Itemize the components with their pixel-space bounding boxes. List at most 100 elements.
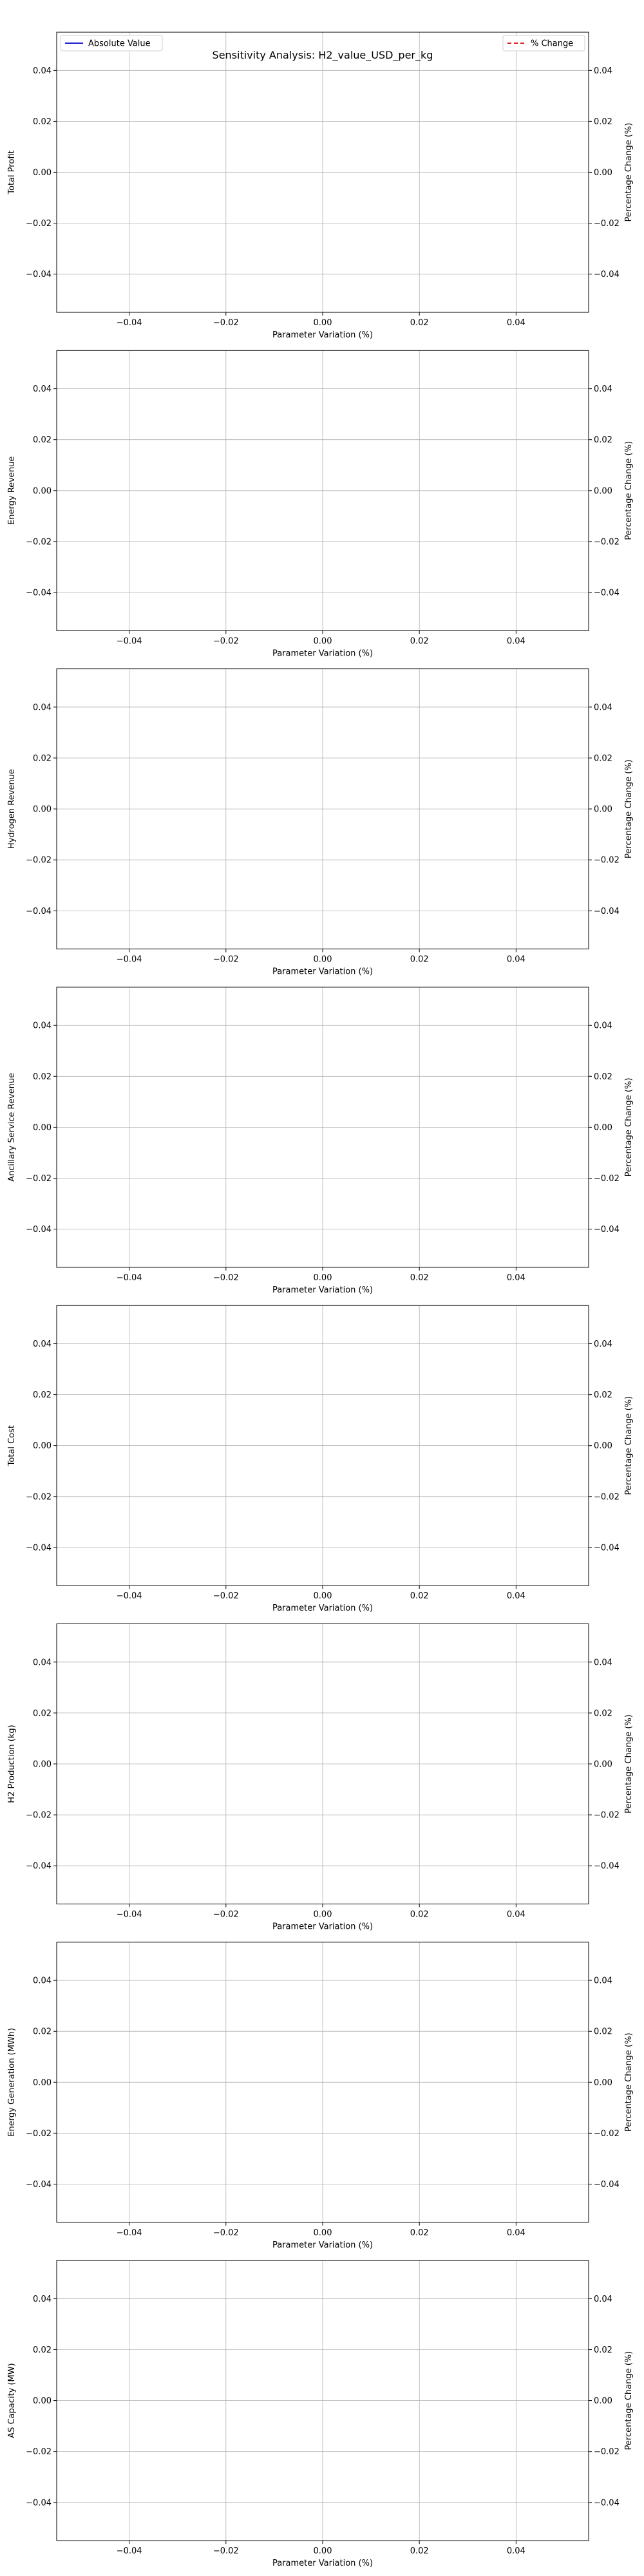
y-tick-label-left: 0.00 bbox=[33, 486, 52, 496]
x-tick-label: 0.02 bbox=[410, 1591, 429, 1601]
x-axis-label: Parameter Variation (%) bbox=[272, 330, 373, 340]
legend-box bbox=[60, 35, 163, 52]
x-tick-label: 0.04 bbox=[507, 955, 526, 965]
y-tick-label-right: −0.02 bbox=[594, 2447, 620, 2457]
x-tick-label: −0.02 bbox=[213, 1591, 239, 1601]
x-tick-label: 0.00 bbox=[314, 318, 332, 328]
x-tick-label: 0.04 bbox=[507, 318, 526, 328]
y-axis-label: Energy Revenue bbox=[7, 457, 17, 525]
y-tick-label-right: −0.04 bbox=[594, 270, 620, 279]
y-tick-label-left: 0.02 bbox=[33, 117, 52, 127]
y-tick-label-left: 0.04 bbox=[33, 1021, 52, 1031]
y-tick-label-right: −0.02 bbox=[594, 1174, 620, 1184]
legend-label-percent: % Change bbox=[531, 39, 573, 49]
x-tick-label: −0.02 bbox=[213, 955, 239, 965]
y-tick-label-left: −0.04 bbox=[26, 270, 52, 279]
y-axis-label: Energy Generation (MWh) bbox=[7, 2028, 17, 2137]
y-tick-label-right: −0.04 bbox=[594, 1862, 620, 1871]
x-tick-label: 0.02 bbox=[410, 636, 429, 646]
subplot-7: −0.04 −0.02 0.00 0.02 0.04 0.04 0.04 0.02 0.02 0.… bbox=[7, 1942, 634, 2250]
x-tick-label: 0.02 bbox=[410, 1910, 429, 1920]
y-axis-label-right: Percentage Change (%) bbox=[624, 759, 634, 858]
y-tick-label-left: 0.02 bbox=[33, 2027, 52, 2037]
y-tick-label-right: 0.00 bbox=[594, 2396, 612, 2406]
y-tick-label-left: 0.02 bbox=[33, 754, 52, 764]
y-tick-label-left: 0.00 bbox=[33, 1123, 52, 1133]
x-tick-label: 0.00 bbox=[314, 2228, 332, 2238]
x-tick-label: 0.04 bbox=[507, 1591, 526, 1601]
y-axis-label: Total Cost bbox=[7, 1425, 17, 1466]
y-tick-label-right: 0.02 bbox=[594, 754, 612, 764]
x-tick-label: 0.04 bbox=[507, 2546, 526, 2556]
y-tick-label-right: 0.04 bbox=[594, 384, 612, 394]
y-tick-label-left: −0.04 bbox=[26, 1862, 52, 1871]
y-tick-label-left: 0.02 bbox=[33, 1072, 52, 1082]
x-tick-label: 0.00 bbox=[314, 636, 332, 646]
y-tick-label-right: 0.04 bbox=[594, 1340, 612, 1349]
subplot-4: −0.04 −0.02 0.00 0.02 0.04 0.04 0.04 0.02 0.02 0.… bbox=[7, 987, 634, 1295]
x-axis-label: Parameter Variation (%) bbox=[272, 2240, 373, 2250]
x-tick-label: 0.04 bbox=[507, 2228, 526, 2238]
y-axis-label: AS Capacity (MW) bbox=[7, 2363, 17, 2438]
y-tick-label-right: 0.00 bbox=[594, 805, 612, 815]
y-axis-label-right: Percentage Change (%) bbox=[624, 441, 634, 540]
x-tick-label: −0.02 bbox=[213, 2546, 239, 2556]
x-tick-label: −0.04 bbox=[117, 1910, 142, 1920]
y-tick-label-right: −0.04 bbox=[594, 907, 620, 916]
x-tick-label: −0.04 bbox=[117, 1273, 142, 1283]
y-tick-label-left: 0.04 bbox=[33, 2295, 52, 2304]
y-tick-label-left: −0.02 bbox=[26, 1174, 52, 1184]
x-tick-label: 0.00 bbox=[314, 1273, 332, 1283]
y-tick-label-right: 0.04 bbox=[594, 2295, 612, 2304]
y-tick-label-right: −0.04 bbox=[594, 1543, 620, 1553]
x-axis-label: Parameter Variation (%) bbox=[272, 967, 373, 977]
y-tick-label-right: −0.02 bbox=[594, 1492, 620, 1502]
y-axis-label-right: Percentage Change (%) bbox=[624, 2351, 634, 2450]
legend-absolute: Absolute Value bbox=[60, 35, 163, 52]
x-tick-label: −0.04 bbox=[117, 636, 142, 646]
x-tick-label: 0.04 bbox=[507, 636, 526, 646]
y-tick-label-right: −0.02 bbox=[594, 2129, 620, 2139]
x-tick-label: 0.00 bbox=[314, 1910, 332, 1920]
y-tick-label-right: −0.04 bbox=[594, 588, 620, 598]
y-tick-label-right: −0.02 bbox=[594, 856, 620, 866]
y-tick-label-left: −0.04 bbox=[26, 1543, 52, 1553]
y-axis-label-right: Percentage Change (%) bbox=[624, 1078, 634, 1177]
y-axis-label-right: Percentage Change (%) bbox=[624, 1714, 634, 1814]
x-tick-label: −0.04 bbox=[117, 318, 142, 328]
y-tick-label-left: −0.04 bbox=[26, 2498, 52, 2508]
subplot-8: −0.04 −0.02 0.00 0.02 0.04 0.04 0.04 0.02 0.02 0.… bbox=[7, 2260, 634, 2568]
chart-title: Sensitivity Analysis: H2_value_USD_per_k… bbox=[213, 49, 433, 62]
x-tick-label: 0.04 bbox=[507, 1910, 526, 1920]
y-tick-label-left: 0.00 bbox=[33, 2396, 52, 2406]
y-tick-label-right: 0.04 bbox=[594, 1976, 612, 1986]
legend-percent: % Change bbox=[502, 35, 585, 52]
y-tick-label-right: 0.00 bbox=[594, 168, 612, 178]
y-axis-label: Hydrogen Revenue bbox=[7, 769, 17, 849]
x-tick-label: 0.02 bbox=[410, 2546, 429, 2556]
y-axis-label: Ancillary Service Revenue bbox=[7, 1073, 17, 1182]
x-tick-label: 0.00 bbox=[314, 1591, 332, 1601]
x-axis-label: Parameter Variation (%) bbox=[272, 2559, 373, 2568]
y-tick-label-right: 0.02 bbox=[594, 1709, 612, 1718]
x-tick-label: 0.04 bbox=[507, 1273, 526, 1283]
y-tick-label-left: −0.02 bbox=[26, 856, 52, 866]
y-tick-label-right: 0.00 bbox=[594, 2078, 612, 2088]
y-tick-label-left: −0.02 bbox=[26, 2129, 52, 2139]
x-tick-label: 0.02 bbox=[410, 2228, 429, 2238]
y-tick-label-right: 0.02 bbox=[594, 435, 612, 445]
x-tick-label: −0.02 bbox=[213, 318, 239, 328]
y-axis-label: H2 Production (kg) bbox=[7, 1725, 17, 1803]
y-tick-label-left: 0.00 bbox=[33, 168, 52, 178]
x-tick-label: −0.02 bbox=[213, 1910, 239, 1920]
y-tick-label-left: 0.04 bbox=[33, 66, 52, 76]
y-tick-label-left: −0.04 bbox=[26, 2180, 52, 2190]
y-tick-label-left: 0.04 bbox=[33, 1976, 52, 1986]
y-tick-label-left: −0.04 bbox=[26, 588, 52, 598]
x-tick-label: −0.02 bbox=[213, 1273, 239, 1283]
x-tick-label: 0.02 bbox=[410, 318, 429, 328]
x-tick-label: 0.00 bbox=[314, 2546, 332, 2556]
subplot-3: −0.04 −0.02 0.00 0.02 0.04 0.04 0.04 0.02 0.02 0.… bbox=[7, 668, 634, 977]
y-tick-label-right: −0.02 bbox=[594, 219, 620, 229]
